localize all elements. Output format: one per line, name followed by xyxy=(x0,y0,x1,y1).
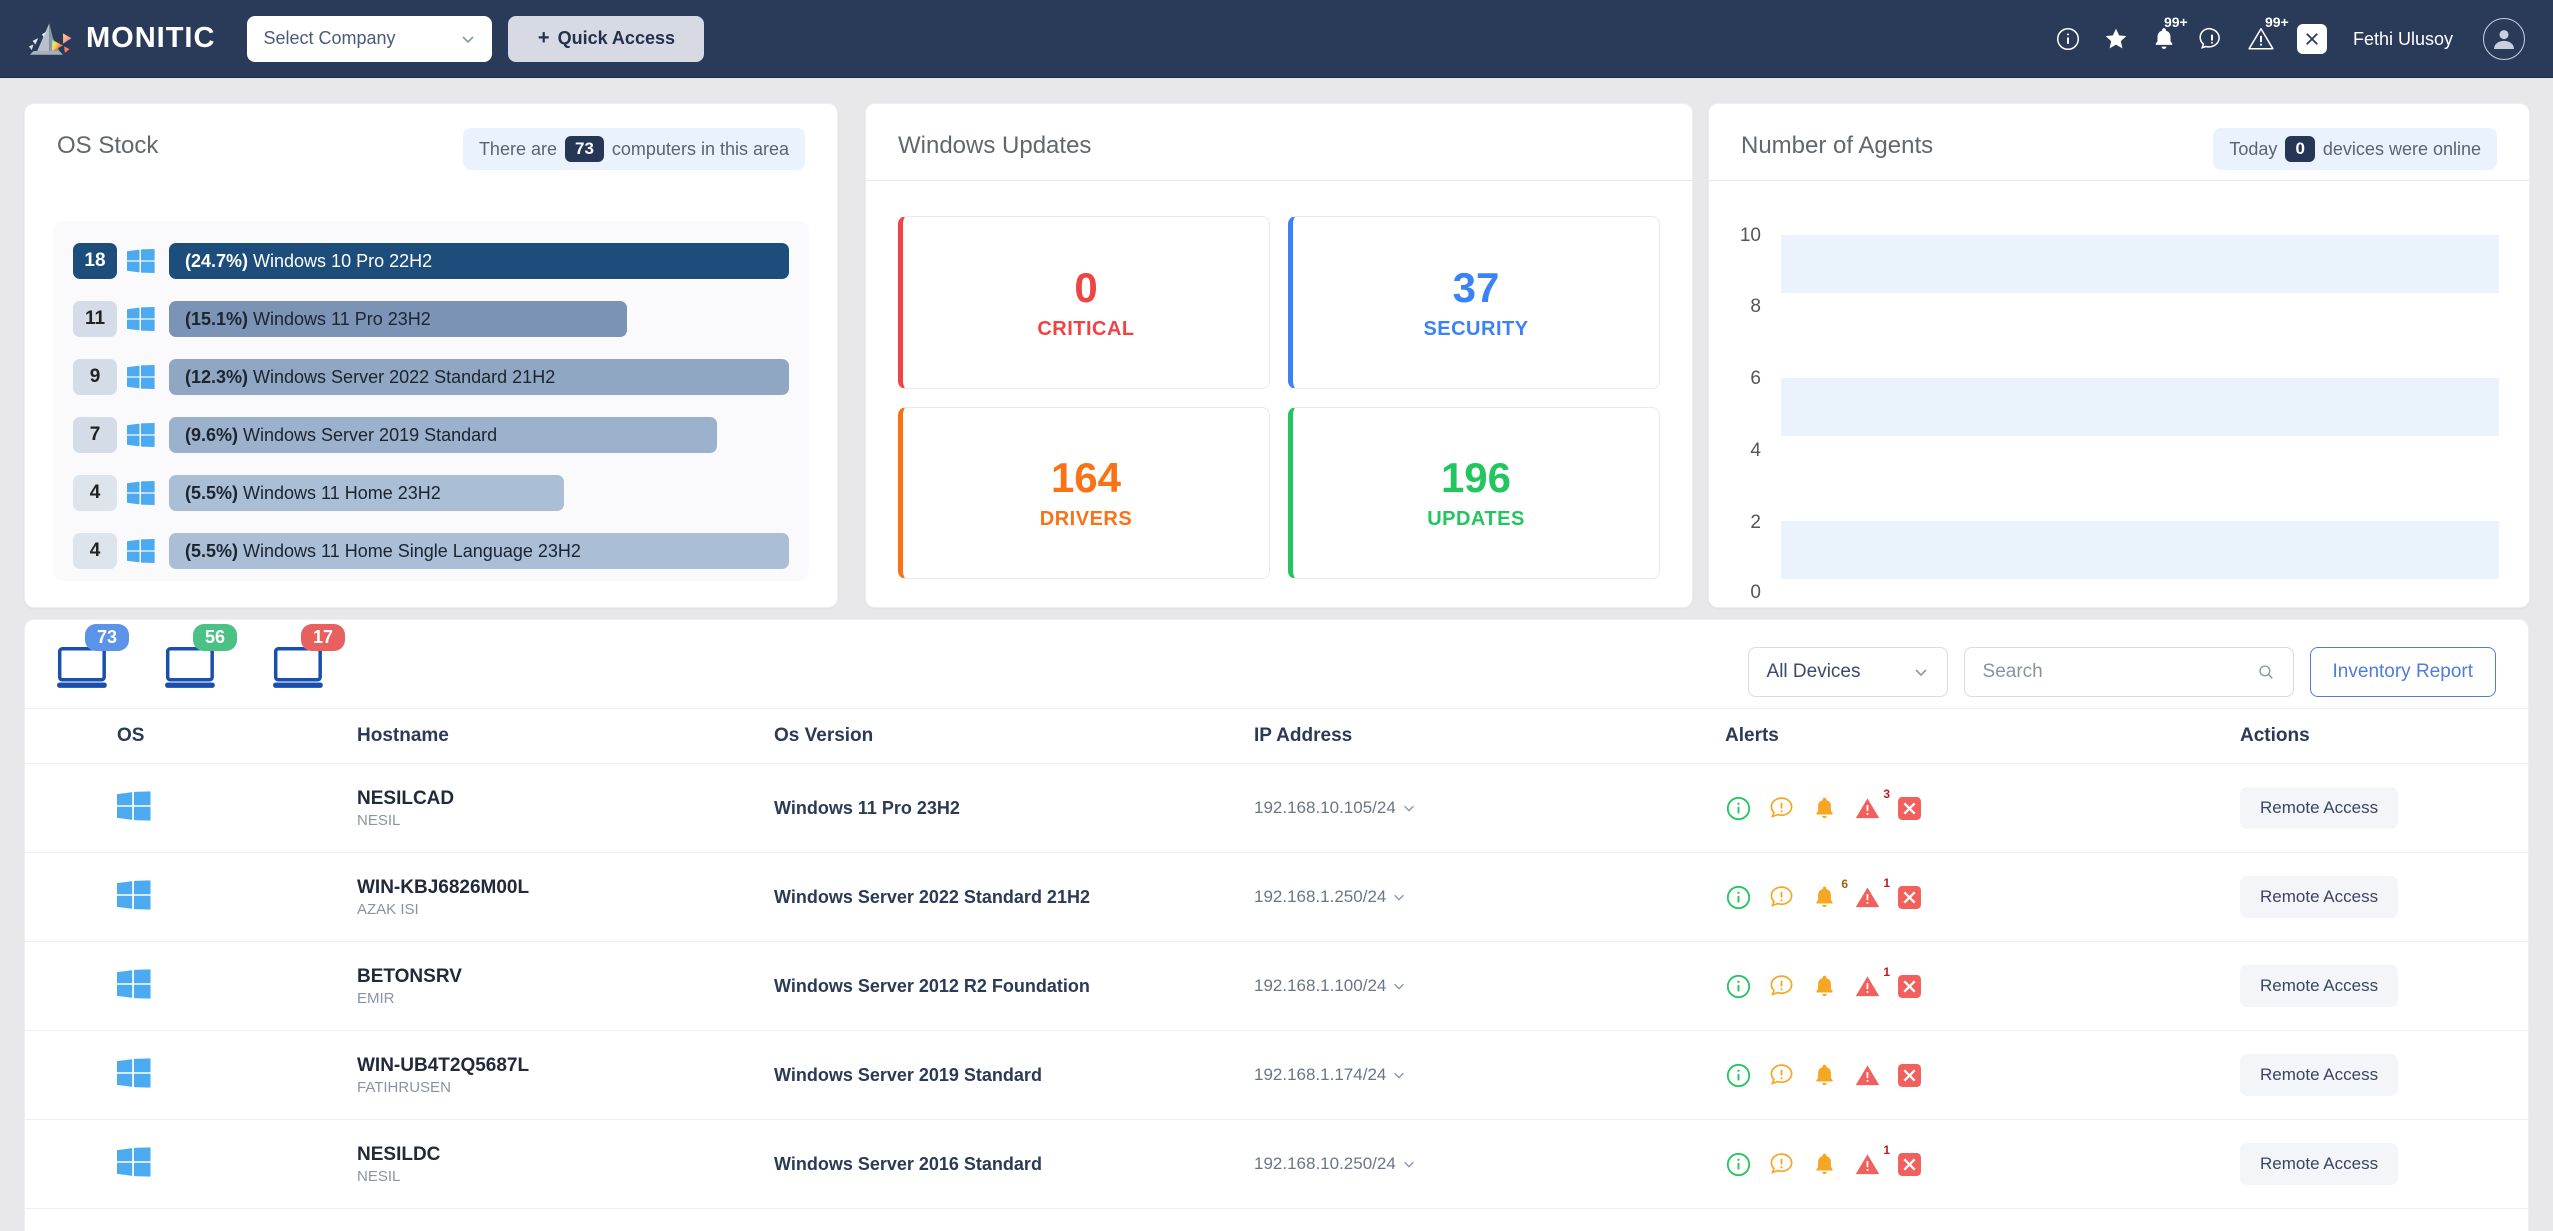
svg-text:2: 2 xyxy=(1750,512,1761,533)
svg-text:4: 4 xyxy=(1750,440,1761,461)
svg-text:8: 8 xyxy=(1750,296,1761,317)
svg-text:0: 0 xyxy=(1750,582,1761,603)
svg-text:6: 6 xyxy=(1750,368,1761,389)
svg-text:10: 10 xyxy=(1741,225,1761,246)
